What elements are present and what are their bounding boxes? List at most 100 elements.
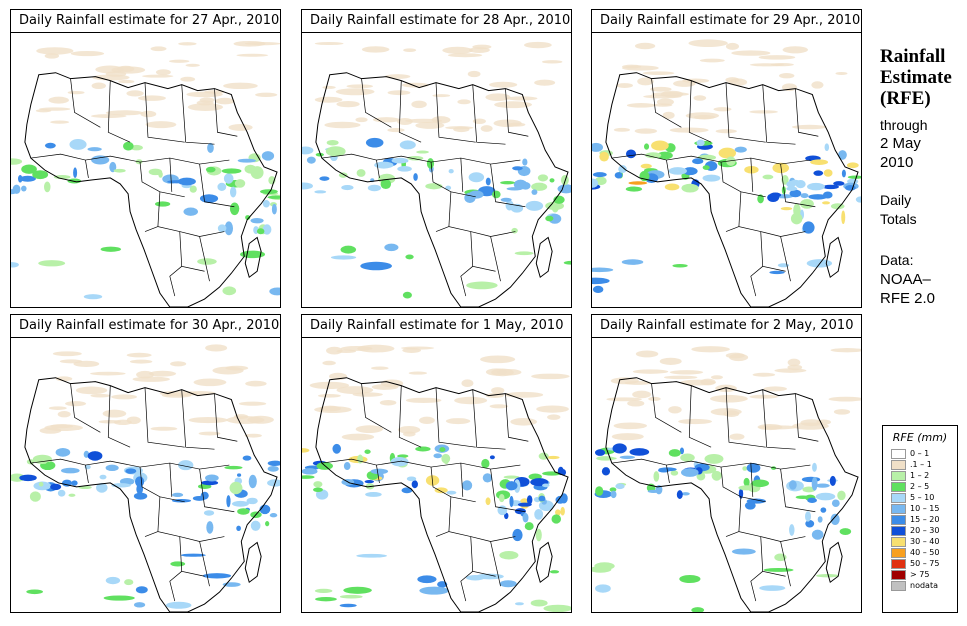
rain-cell [221, 168, 242, 174]
drizzle-area [145, 121, 177, 129]
rain-cell [621, 259, 644, 265]
drizzle-area [238, 401, 267, 406]
drizzle-area [340, 345, 373, 351]
country-border [321, 153, 521, 165]
drizzle-area [668, 406, 682, 414]
drizzle-area [236, 53, 269, 57]
country-border [490, 468, 526, 513]
country-border [376, 160, 380, 178]
drizzle-area [778, 73, 795, 79]
rain-cell [531, 182, 548, 191]
drizzle-area [611, 433, 644, 441]
country-border [199, 163, 235, 208]
legend-label: 10 – 15 [910, 504, 940, 513]
rain-cell [262, 199, 270, 208]
rain-cell [619, 455, 636, 459]
rain-cell [615, 483, 625, 490]
drizzle-area [150, 426, 178, 431]
drizzle-area [432, 94, 451, 98]
rain-cell [446, 490, 457, 495]
rain-cell [91, 155, 110, 165]
drizzle-area [225, 365, 249, 371]
rain-cell [133, 602, 146, 608]
drizzle-area [791, 124, 827, 130]
rain-cell [816, 574, 839, 578]
drizzle-area [663, 375, 698, 380]
country-border [490, 163, 526, 208]
rain-cell [692, 158, 704, 165]
rain-cell [514, 602, 524, 606]
rain-cell [269, 513, 278, 518]
rain-cell [229, 481, 243, 495]
sidebar-end-date-line2: 2010 [880, 154, 914, 171]
map-canvas [302, 344, 571, 612]
country-border [169, 266, 182, 297]
rain-cell [165, 601, 192, 609]
drizzle-area [223, 82, 258, 90]
rainfall-map-4 [10, 337, 281, 613]
rain-cell [466, 281, 498, 290]
rain-cell [69, 139, 87, 150]
country-border [505, 393, 529, 442]
rain-cell [595, 584, 611, 593]
rain-cell [815, 483, 830, 488]
drizzle-area [660, 90, 684, 98]
rain-cell [618, 165, 627, 173]
rain-cell [302, 448, 310, 453]
sidebar-source-line2: RFE 2.0 [880, 290, 936, 307]
rfe-legend: RFE (mm) 0 – 1 .1 – 1 1 – 2 2 – 5 5 – 10 10 –… [882, 425, 958, 613]
rain-cell [343, 462, 351, 470]
rain-cell [731, 548, 756, 555]
rain-cell [384, 243, 399, 252]
drizzle-area [187, 103, 224, 111]
rain-cell [492, 190, 501, 199]
rain-cell [718, 147, 737, 159]
rain-cell [183, 207, 198, 216]
country-border [725, 531, 740, 537]
rain-cell [87, 147, 102, 152]
rain-cell [71, 480, 78, 486]
rain-cell [445, 185, 452, 190]
country-border [688, 385, 712, 448]
rain-cell [256, 228, 265, 235]
rain-cell [203, 510, 215, 516]
legend-item: 1 – 2 [891, 470, 957, 481]
legend-label: 15 – 20 [910, 515, 940, 524]
rain-cell [592, 566, 612, 573]
rain-cell [356, 169, 366, 177]
legend-item: .1 – 1 [891, 459, 957, 470]
drizzle-area [710, 375, 723, 380]
map-canvas [11, 344, 280, 612]
rain-cell [21, 185, 27, 192]
drizzle-area [679, 379, 716, 386]
rain-cell [314, 190, 327, 194]
rain-cell [199, 194, 219, 203]
rain-cell [426, 158, 435, 169]
country-border [139, 162, 185, 198]
drizzle-area [749, 110, 778, 114]
rain-cell [482, 473, 493, 483]
legend-swatch [891, 525, 906, 536]
rain-cell [319, 176, 330, 181]
rain-cell [11, 158, 23, 165]
legend-swatch [891, 547, 906, 558]
rain-cell [769, 192, 782, 198]
rain-cell [592, 277, 610, 285]
drizzle-area [244, 433, 262, 438]
drizzle-area [336, 386, 374, 395]
legend-label: 30 – 40 [910, 537, 940, 546]
legend-swatch [891, 470, 906, 481]
drizzle-area [408, 371, 428, 375]
rain-cell [237, 508, 250, 515]
drizzle-area [613, 127, 631, 132]
rain-cell [512, 166, 523, 171]
drizzle-area [811, 81, 824, 89]
drizzle-area [50, 120, 70, 124]
drizzle-area [48, 406, 67, 410]
rain-cell [823, 169, 833, 177]
rain-cell [664, 183, 680, 191]
rain-cell [313, 487, 323, 493]
rain-cell [61, 479, 73, 487]
rain-cell [330, 255, 357, 260]
country-border [321, 458, 521, 470]
